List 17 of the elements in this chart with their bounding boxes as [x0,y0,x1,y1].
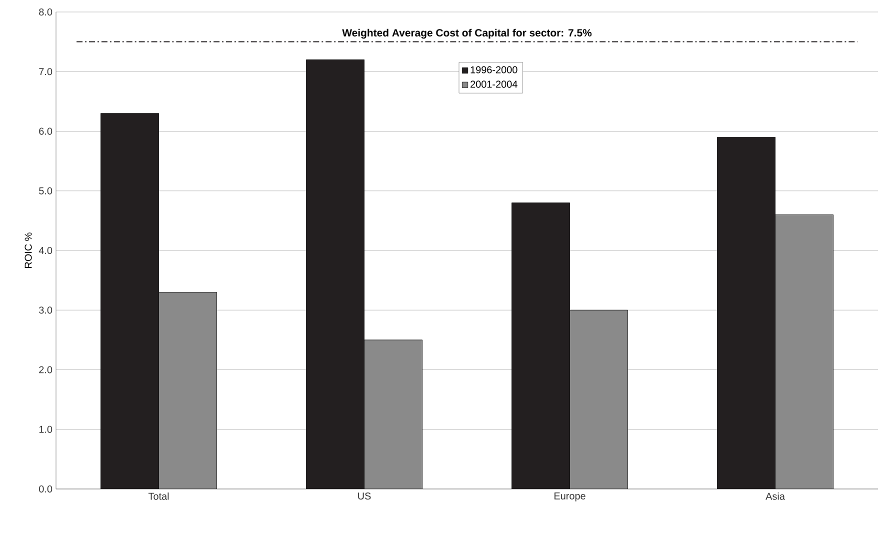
x-tick-label: US [358,492,371,500]
y-tick-label: 4.0 [38,246,52,254]
legend-label: 2001-2004 [470,80,518,88]
legend-label: 1996-2000 [470,66,518,74]
y-tick-label: 6.0 [39,128,52,135]
y-axis-title: ROIC % [24,232,32,268]
y-tick-label: 1.0 [39,426,52,433]
x-tick-label: Asia [766,492,785,500]
y-tick-label: 2.0 [39,366,52,374]
y-tick-label: 0.0 [39,485,52,493]
x-tick-label: Total [148,492,169,500]
ref-line-label: Weighted Average Cost of Capital for sector: 7.5% [342,28,592,39]
x-tick-label: Europe [554,492,586,502]
y-tick-label: 8.0 [39,8,52,16]
y-tick-label: 5.0 [39,187,52,194]
y-tick-label: 3.0 [39,306,52,314]
y-tick-label: 7.0 [39,68,52,76]
